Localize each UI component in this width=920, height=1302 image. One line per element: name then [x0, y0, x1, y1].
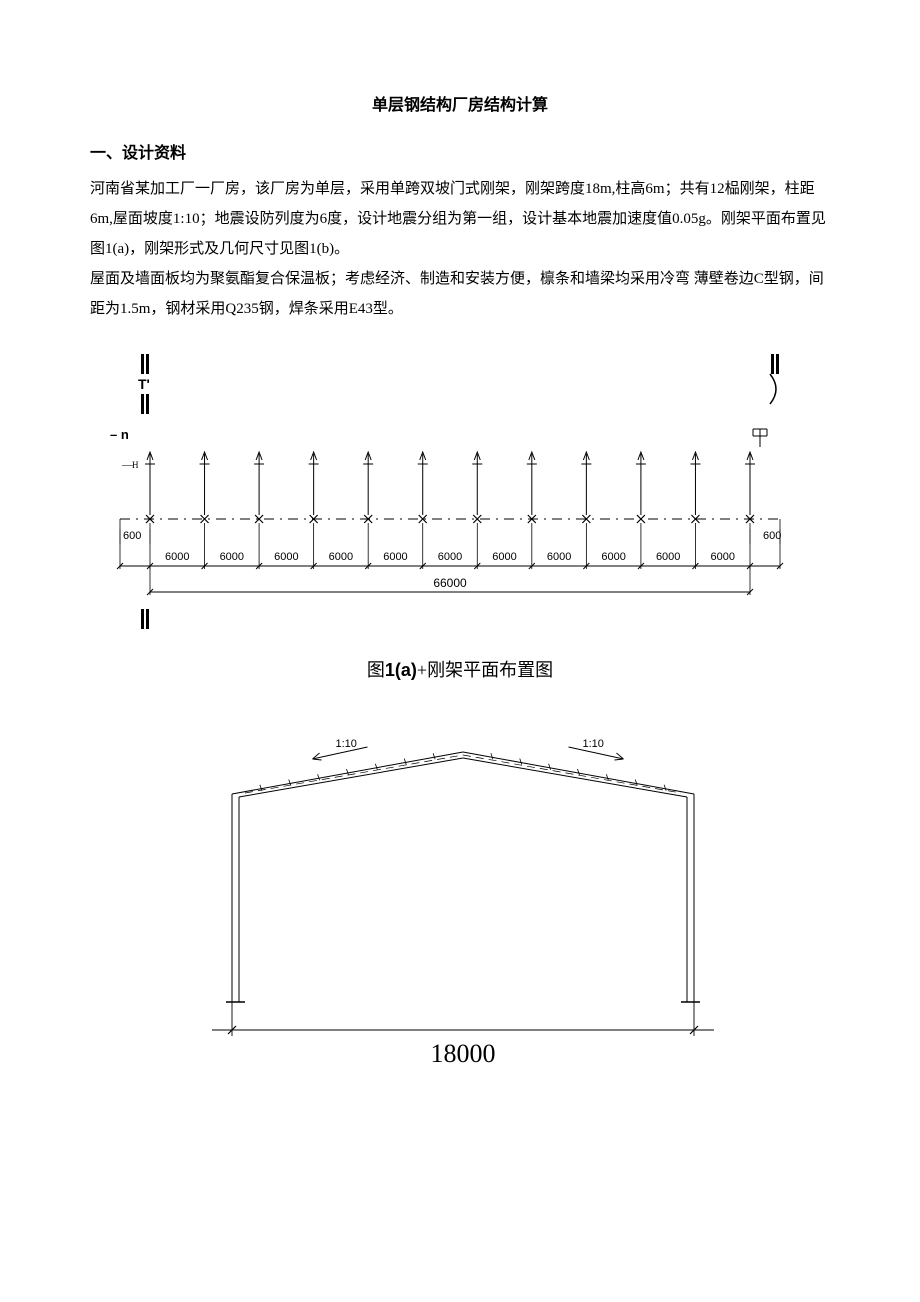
- figure-1b-svg: 1:10 1:10 18000: [180, 712, 740, 1092]
- caption-1a-prefix: 图: [367, 660, 385, 680]
- figure-1b: 1:10 1:10 18000: [90, 712, 830, 1092]
- paragraph-2: 屋面及墙面板均为聚氨酯复合保温板；考虑经济、制造和安装方便，檩条和墙梁均采用冷弯…: [90, 264, 830, 324]
- caption-1a-suffix: +刚架平面布置图: [417, 660, 553, 680]
- figure-1a-caption: 图1(a)+刚架平面布置图: [90, 652, 830, 688]
- svg-text:1:10: 1:10: [583, 738, 604, 750]
- svg-text:6000: 6000: [547, 551, 571, 563]
- svg-text:6000: 6000: [220, 551, 244, 563]
- svg-text:1:10: 1:10: [336, 738, 357, 750]
- svg-text:6000: 6000: [492, 551, 516, 563]
- svg-text:H: H: [132, 460, 139, 470]
- paragraph-1: 河南省某加工厂一厂房，该厂房为单层，采用单跨双坡门式刚架，刚架跨度18m,柱高6…: [90, 174, 830, 264]
- svg-text:– n: – n: [110, 427, 129, 442]
- svg-text:6000: 6000: [710, 551, 734, 563]
- svg-text:600: 600: [123, 530, 141, 542]
- section-1-heading: 一、设计资料: [90, 138, 830, 170]
- svg-text:6000: 6000: [438, 551, 462, 563]
- figure-1a: T'– n—H600600600060006000600060006000600…: [90, 334, 830, 644]
- svg-text:18000: 18000: [431, 1039, 496, 1068]
- svg-text:6000: 6000: [383, 551, 407, 563]
- svg-text:6000: 6000: [656, 551, 680, 563]
- svg-text:T': T': [138, 376, 150, 392]
- svg-text:6000: 6000: [601, 551, 625, 563]
- svg-text:600: 600: [763, 530, 781, 542]
- svg-text:66000: 66000: [433, 576, 467, 590]
- figure-1a-svg: T'– n—H600600600060006000600060006000600…: [90, 334, 790, 644]
- svg-text:6000: 6000: [274, 551, 298, 563]
- document-title: 单层钢结构厂房结构计算: [90, 90, 830, 122]
- caption-1a-bold: 1(a): [385, 660, 417, 680]
- svg-text:6000: 6000: [329, 551, 353, 563]
- svg-text:6000: 6000: [165, 551, 189, 563]
